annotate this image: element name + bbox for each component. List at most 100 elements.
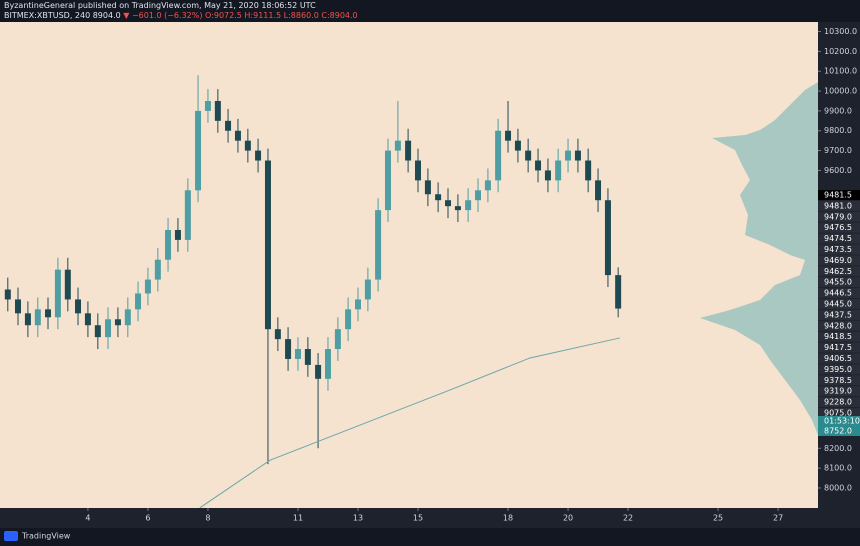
price-label: 9474.5 (824, 234, 852, 243)
candle-body (294, 349, 301, 359)
price-label: 9445.0 (824, 300, 852, 309)
candle-body (585, 160, 592, 181)
countdown-box (818, 416, 860, 436)
candle-body (204, 100, 211, 111)
price-label-box (818, 288, 860, 299)
plot-area (0, 22, 818, 508)
x-tick-label: 20 (563, 514, 573, 523)
price-label-box (818, 353, 860, 364)
candle-body (234, 130, 241, 141)
price-label: 9417.5 (824, 343, 852, 352)
y-tick-label: 10300.0 (824, 27, 857, 36)
candle-body (394, 140, 401, 151)
change: ▼ −601.0 (−6.32%) (123, 11, 203, 20)
ohlc: L:8860.0 (283, 11, 319, 20)
price-label: 9476.5 (824, 223, 852, 232)
price-label-box (818, 255, 860, 266)
candle-body (285, 339, 292, 359)
price-label-box (818, 277, 860, 288)
price-label-box (818, 408, 860, 418)
candle-body (4, 289, 11, 300)
x-tick-label: 6 (145, 514, 150, 523)
price-label: 9481.0 (824, 201, 852, 210)
last-price: 8904.0 (92, 11, 121, 20)
candle-body (544, 170, 551, 181)
candle-body (604, 200, 611, 276)
price-label: 9319.0 (824, 387, 852, 396)
ohlc: O:9072.5 (205, 11, 242, 20)
x-tick-label: 25 (713, 514, 723, 523)
price-label: 9428.0 (824, 321, 852, 330)
countdown-price: 8752.0 (824, 427, 852, 436)
x-tick-label: 22 (623, 514, 633, 523)
candle-body (525, 150, 532, 161)
price-label-box (818, 364, 860, 375)
price-label: 9075.0 (824, 409, 852, 418)
price-label: 9469.0 (824, 256, 852, 265)
symbol: BITMEX:XBTUSD, 240 (4, 11, 91, 20)
candle-body (304, 349, 311, 365)
candle-body (454, 206, 461, 211)
y-tick-label: 9800.0 (824, 126, 852, 135)
candle-body (154, 259, 161, 280)
header: ByzantineGeneral published on TradingVie… (4, 1, 358, 21)
price-label-box (818, 309, 860, 320)
candle-body (84, 313, 91, 326)
x-tick-label: 18 (503, 514, 513, 523)
brand-logo (4, 531, 18, 541)
candle-body (165, 229, 172, 260)
candle-body (274, 329, 281, 340)
candle-body (345, 309, 352, 330)
candle-body (364, 279, 371, 300)
price-label: 9462.5 (824, 267, 852, 276)
ohlc: H:9111.5 (244, 11, 282, 20)
price-label: 9378.5 (824, 376, 852, 385)
price-label-box (818, 266, 860, 277)
price-label: 9437.5 (824, 310, 852, 319)
price-label-box (818, 386, 860, 397)
candle-body (214, 100, 221, 121)
price-label: 9481.5 (824, 191, 852, 200)
price-label: 9455.0 (824, 278, 852, 287)
candle-body (445, 200, 452, 207)
candle-body (595, 180, 602, 201)
candle-body (415, 160, 422, 181)
price-label-box (818, 397, 860, 408)
volume-profile (700, 82, 818, 435)
candle-body (184, 190, 191, 240)
candle-body (615, 275, 622, 309)
price-label-box (818, 200, 860, 211)
candle-body (475, 190, 482, 201)
price-label-box (818, 342, 860, 353)
x-tick-label: 4 (85, 514, 90, 523)
price-label-box (818, 244, 860, 255)
price-label: 9418.5 (824, 332, 852, 341)
candle-body (574, 150, 581, 161)
candle-body (375, 210, 382, 280)
candle-body (405, 140, 412, 161)
price-label-box (818, 211, 860, 222)
candle-body (34, 309, 41, 326)
x-tick-label: 13 (353, 514, 363, 523)
price-label: 9479.0 (824, 212, 852, 221)
y-tick-label: 8100.0 (824, 464, 852, 473)
y-tick-label: 9600.0 (824, 166, 852, 175)
price-label: 9228.0 (824, 398, 852, 407)
price-label: 9395.0 (824, 365, 852, 374)
x-tick-label: 15 (413, 514, 423, 523)
y-tick-label: 8200.0 (824, 444, 852, 453)
candle-body (264, 160, 271, 330)
y-tick-label: 9700.0 (824, 146, 852, 155)
candle-body (505, 130, 512, 141)
candle-body (535, 160, 542, 171)
candle-body (555, 160, 562, 181)
candle-body (15, 299, 22, 314)
candle-body (435, 194, 442, 201)
candle-body (315, 364, 322, 379)
price-label: 9473.5 (824, 245, 852, 254)
candle-body (195, 110, 202, 191)
candle-body (354, 299, 361, 310)
countdown: 01:53:10 (824, 417, 860, 426)
price-label-box (818, 320, 860, 331)
candle-body (105, 319, 112, 338)
